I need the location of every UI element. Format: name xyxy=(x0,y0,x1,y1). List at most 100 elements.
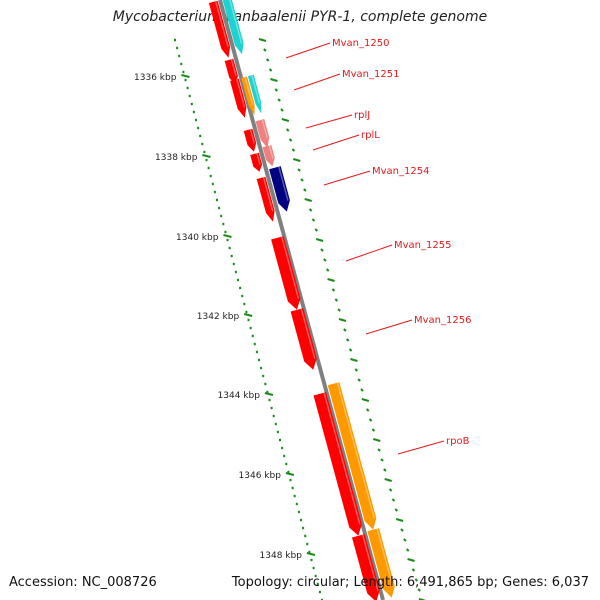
gene-label: rplJ xyxy=(354,110,370,121)
outer-tick xyxy=(373,438,381,442)
outer-tick xyxy=(380,458,384,462)
gene-label-leader xyxy=(285,42,331,59)
ruler-dot xyxy=(272,414,275,418)
ruler-label: 1344 kbp xyxy=(218,391,261,401)
ruler-dot xyxy=(232,262,235,266)
outer-tick xyxy=(274,88,278,92)
outer-tick xyxy=(414,578,418,582)
gene-rplk-shine xyxy=(230,58,237,77)
gene-label-leader xyxy=(305,114,353,129)
outer-tick xyxy=(331,288,336,292)
outer-tick xyxy=(348,348,353,352)
ruler-dot xyxy=(222,222,225,226)
gene-rpob-red-shine xyxy=(323,392,361,525)
ruler-dot xyxy=(176,46,179,50)
ruler-dot xyxy=(190,102,193,106)
gene-mvan-1249 xyxy=(208,0,231,58)
gene-label: Mvan_1256 xyxy=(414,315,471,326)
ruler-dot xyxy=(197,126,200,130)
kbp-ruler: 1336 kbp 1338 kbp 1340 kbp 1342 kbp 1344 kbp… xyxy=(134,38,323,600)
outer-tick xyxy=(300,178,304,182)
outer-tick xyxy=(361,398,370,402)
ruler-major-tick xyxy=(243,313,253,317)
outer-tick xyxy=(346,338,350,342)
ruler-dot xyxy=(262,374,265,378)
ruler-major-tick xyxy=(223,234,232,238)
gene-mvan-1251b xyxy=(247,74,262,114)
outer-tick-marks xyxy=(258,38,427,600)
gene-label: Mvan_1255 xyxy=(394,240,451,251)
gene-label-leader xyxy=(293,73,341,91)
gene-rpob xyxy=(327,382,377,530)
gene-rpoc xyxy=(367,528,395,598)
ruler-major-tick xyxy=(181,74,190,78)
ruler-dot xyxy=(228,246,231,250)
ruler-dot xyxy=(255,350,258,354)
outer-tick xyxy=(268,68,273,72)
gene-mvan-1253-shine xyxy=(262,176,274,212)
ruler-dot xyxy=(180,62,183,66)
outer-tick xyxy=(400,528,404,532)
ruler-major-tick xyxy=(202,154,211,158)
ruler-dot xyxy=(314,574,317,578)
gene-rpll-a-shine xyxy=(256,152,261,166)
ruler-dot xyxy=(300,518,302,522)
outer-tick xyxy=(338,318,347,322)
outer-tick xyxy=(395,518,404,522)
ruler-dot xyxy=(226,238,229,242)
ruler-dot xyxy=(268,398,271,402)
gene-label: Mvan_1250 xyxy=(332,38,389,49)
outer-tick xyxy=(411,568,416,572)
gene-rpob-shine xyxy=(336,382,376,519)
gene-mvan-1251 xyxy=(241,76,255,116)
gene-label-leader xyxy=(365,319,413,335)
outer-tick xyxy=(377,448,381,452)
outer-tick xyxy=(270,78,278,82)
ruler-dot xyxy=(266,390,269,394)
ruler-major-tick xyxy=(264,392,274,396)
ruler-dot xyxy=(220,214,223,218)
outer-tick xyxy=(266,58,270,62)
outer-tick xyxy=(388,488,393,492)
gene-label-leader xyxy=(323,170,371,186)
ruler-label: 1340 kbp xyxy=(176,233,219,243)
outer-tick xyxy=(418,598,427,600)
gene-label: rpoB xyxy=(446,436,470,447)
ruler-dot xyxy=(253,342,256,346)
ruler-dot xyxy=(258,358,260,362)
gene-label: Mvan_1254 xyxy=(372,166,429,177)
gene-mvan-1249-shine xyxy=(214,0,229,48)
ruler-dot xyxy=(203,150,206,154)
map-title: Mycobacterium vanbaalenii PYR-1, complet… xyxy=(112,9,488,25)
ruler-dot xyxy=(247,318,250,322)
ruler-dot xyxy=(199,134,202,138)
ruler-major-tick xyxy=(306,552,316,556)
outer-tick xyxy=(368,418,373,422)
gene-rpll-shine xyxy=(268,145,274,159)
outer-tick xyxy=(326,268,330,272)
outer-tick xyxy=(360,388,364,392)
outer-tick xyxy=(337,308,341,312)
accession-text: Accession: NC_008726 xyxy=(9,575,157,590)
outer-tick xyxy=(334,298,338,302)
gene-mvan-1255 xyxy=(271,236,301,310)
outer-tick xyxy=(288,138,293,142)
ruler-dot xyxy=(174,38,176,42)
outer-tick xyxy=(304,198,312,202)
backbone-line xyxy=(218,0,385,600)
gene-label: Mvan_1251 xyxy=(342,69,399,80)
ruler-dot xyxy=(224,230,227,234)
ruler-dot xyxy=(281,446,284,450)
ruler-major-tick xyxy=(285,472,295,476)
outer-tick xyxy=(303,188,307,192)
outer-tick xyxy=(277,98,281,102)
gene-rpob-red xyxy=(313,392,362,536)
ruler-dot xyxy=(186,86,189,90)
outer-tick xyxy=(343,328,347,332)
ruler-dot xyxy=(306,542,309,546)
outer-tick xyxy=(394,508,398,512)
gene-mvan-1251b-shine xyxy=(251,74,261,104)
ruler-dot xyxy=(291,486,294,490)
ruler-dot xyxy=(312,566,315,570)
